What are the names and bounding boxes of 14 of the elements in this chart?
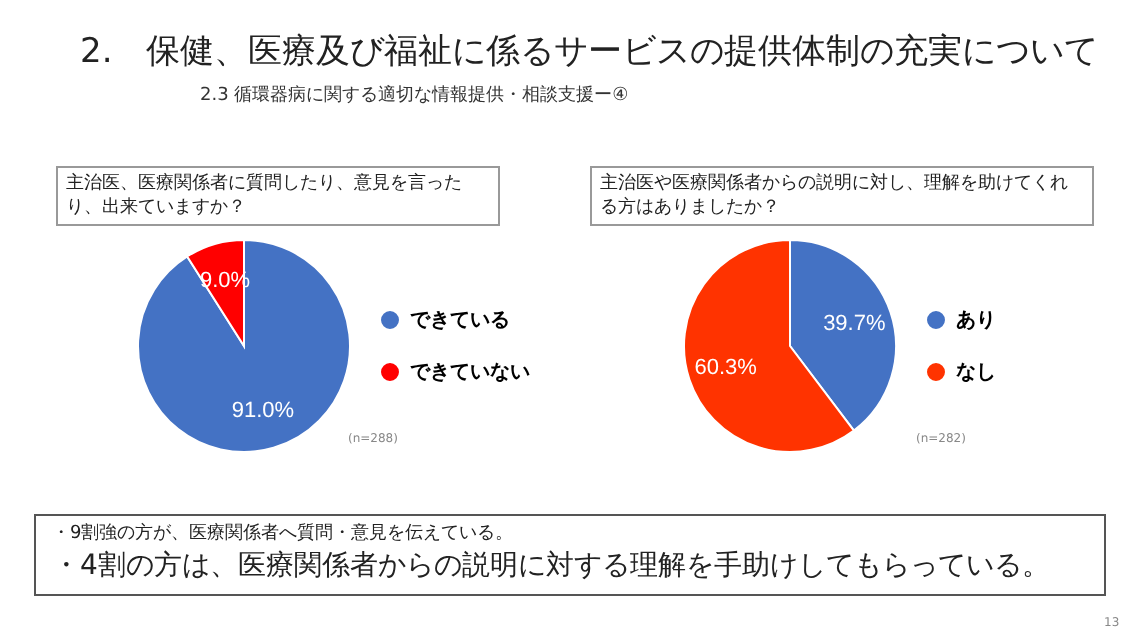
legend-label: あり — [956, 310, 996, 332]
legend-label: できていない — [410, 362, 530, 384]
text: 2. 保健、医療及び福祉に係るサービスの提供体制の充実について — [80, 30, 1099, 74]
legend-label: なし — [956, 362, 996, 384]
text: 2.3 循環器病に関する適切な情報提供・相談支援ー④ — [200, 83, 629, 108]
data-label: 91.0% — [231, 399, 295, 424]
pie-slice — [137, 239, 351, 453]
chart-title: 主治医、医療関係者に質問したり、意見を言ったり、出来ていますか？ — [56, 166, 500, 226]
chart-title: 主治医や医療関係者からの説明に対し、理解を助けてくれる方はありましたか？ — [590, 166, 1094, 226]
data-label: 39.7% — [823, 312, 886, 337]
text: ・9割強の方が、医療関係者へ質問・意見を伝えている。 — [52, 522, 516, 548]
text: ・4割の方は、医療関係者からの説明に対する理解を手助けしてもらっている。 — [52, 548, 1052, 584]
data-label: 60.3% — [694, 355, 758, 380]
legend-label: できている — [410, 310, 510, 332]
